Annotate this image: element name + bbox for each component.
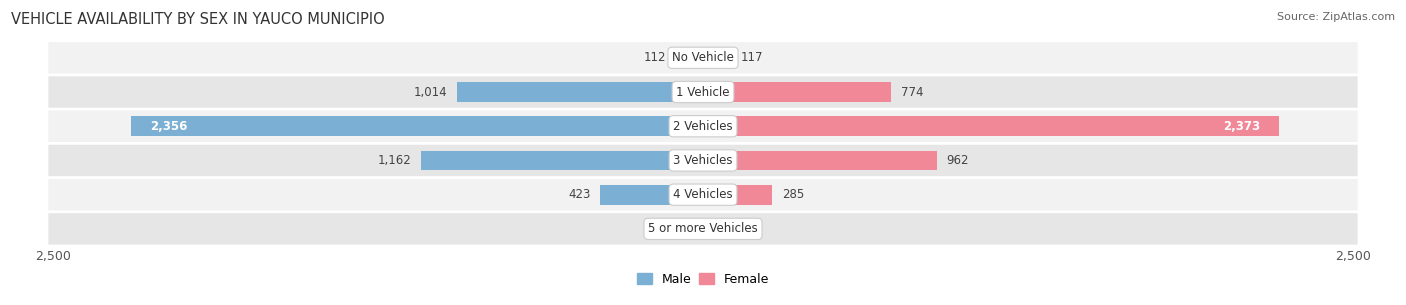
- Legend: Male, Female: Male, Female: [631, 268, 775, 291]
- FancyBboxPatch shape: [48, 144, 1358, 177]
- Text: 1 Vehicle: 1 Vehicle: [676, 85, 730, 99]
- Text: 2,500: 2,500: [35, 250, 72, 263]
- Bar: [420, 151, 703, 170]
- Text: 102: 102: [738, 222, 759, 235]
- FancyBboxPatch shape: [48, 212, 1358, 246]
- FancyBboxPatch shape: [48, 41, 1358, 75]
- Text: No Vehicle: No Vehicle: [672, 51, 734, 64]
- Text: 112: 112: [644, 51, 666, 64]
- FancyBboxPatch shape: [48, 178, 1358, 211]
- Bar: [703, 219, 728, 239]
- Text: 285: 285: [782, 188, 804, 201]
- Bar: [703, 48, 731, 68]
- Text: 2,373: 2,373: [1223, 120, 1260, 133]
- Text: 1,162: 1,162: [377, 154, 411, 167]
- Bar: [457, 82, 703, 102]
- Text: 2 Vehicles: 2 Vehicles: [673, 120, 733, 133]
- Bar: [600, 185, 703, 205]
- Text: 962: 962: [946, 154, 969, 167]
- FancyBboxPatch shape: [48, 75, 1358, 109]
- Text: 5 or more Vehicles: 5 or more Vehicles: [648, 222, 758, 235]
- Bar: [703, 82, 891, 102]
- FancyBboxPatch shape: [48, 109, 1358, 143]
- Text: 3 Vehicles: 3 Vehicles: [673, 154, 733, 167]
- Bar: [703, 151, 936, 170]
- Bar: [676, 48, 703, 68]
- Bar: [699, 219, 703, 239]
- Bar: [703, 185, 772, 205]
- Text: 2,500: 2,500: [1334, 250, 1371, 263]
- Text: Source: ZipAtlas.com: Source: ZipAtlas.com: [1277, 12, 1395, 22]
- Text: 423: 423: [568, 188, 591, 201]
- Text: 15: 15: [675, 222, 689, 235]
- Text: 774: 774: [901, 85, 924, 99]
- Text: VEHICLE AVAILABILITY BY SEX IN YAUCO MUNICIPIO: VEHICLE AVAILABILITY BY SEX IN YAUCO MUN…: [11, 12, 385, 27]
- Bar: [703, 116, 1279, 136]
- Bar: [131, 116, 703, 136]
- Text: 4 Vehicles: 4 Vehicles: [673, 188, 733, 201]
- Text: 1,014: 1,014: [413, 85, 447, 99]
- Text: 117: 117: [741, 51, 763, 64]
- Text: 2,356: 2,356: [150, 120, 187, 133]
